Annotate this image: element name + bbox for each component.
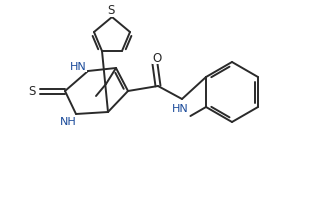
Text: S: S [28, 85, 36, 98]
Text: NH: NH [60, 116, 76, 126]
Text: HN: HN [70, 62, 86, 72]
Text: O: O [153, 51, 162, 64]
Text: S: S [107, 4, 115, 17]
Text: HN: HN [172, 103, 188, 113]
